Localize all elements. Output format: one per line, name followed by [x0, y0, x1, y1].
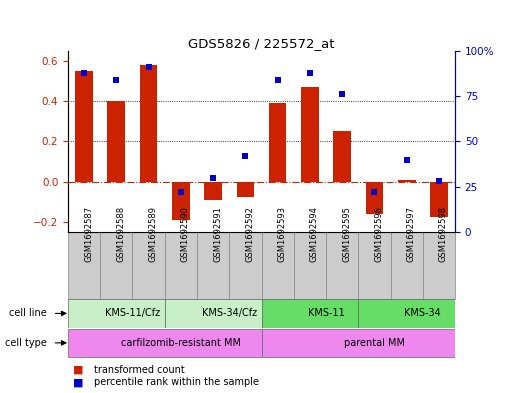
Text: KMS-11/Cfz: KMS-11/Cfz	[105, 309, 160, 318]
Point	[112, 77, 120, 83]
Text: KMS-34/Cfz: KMS-34/Cfz	[202, 309, 257, 318]
Bar	[423, 232, 455, 299]
Bar	[333, 131, 351, 182]
Bar	[140, 65, 157, 182]
Bar	[165, 232, 197, 299]
Bar	[398, 180, 415, 182]
Bar	[262, 232, 294, 299]
Text: GSM1692590: GSM1692590	[181, 206, 190, 262]
Bar	[262, 329, 455, 357]
Text: GSM1692597: GSM1692597	[407, 206, 416, 262]
Text: GSM1692593: GSM1692593	[278, 206, 287, 262]
Text: GSM1692589: GSM1692589	[149, 206, 157, 262]
Bar	[68, 299, 165, 328]
Bar	[269, 103, 287, 182]
Bar	[236, 182, 254, 197]
Text: percentile rank within the sample: percentile rank within the sample	[94, 377, 259, 387]
Point	[80, 70, 88, 76]
Point	[403, 156, 411, 163]
Bar	[100, 232, 132, 299]
Text: GSM1692596: GSM1692596	[374, 206, 383, 262]
Bar	[301, 87, 319, 182]
Text: ■: ■	[73, 365, 84, 375]
Bar	[75, 71, 93, 182]
Point	[338, 91, 346, 97]
Text: cell line: cell line	[9, 309, 47, 318]
Bar	[262, 299, 358, 328]
Bar	[430, 182, 448, 217]
Bar	[68, 329, 262, 357]
Bar	[358, 232, 391, 299]
Point	[435, 178, 443, 184]
Bar	[172, 182, 190, 220]
Bar	[391, 232, 423, 299]
Text: carfilzomib-resistant MM: carfilzomib-resistant MM	[121, 338, 241, 348]
Point	[144, 64, 153, 70]
Bar	[68, 232, 100, 299]
Text: GSM1692595: GSM1692595	[342, 206, 351, 262]
Text: cell type: cell type	[5, 338, 47, 348]
Text: parental MM: parental MM	[344, 338, 405, 348]
Bar	[132, 232, 165, 299]
Bar	[204, 182, 222, 200]
Point	[209, 174, 218, 181]
Text: GSM1692592: GSM1692592	[245, 206, 254, 262]
Text: GSM1692588: GSM1692588	[116, 206, 126, 262]
Point	[241, 153, 249, 159]
Text: GSM1692594: GSM1692594	[310, 206, 319, 262]
Text: transformed count: transformed count	[94, 365, 185, 375]
Text: ■: ■	[73, 377, 84, 387]
Text: GSM1692591: GSM1692591	[213, 206, 222, 262]
Bar	[366, 182, 383, 214]
Point	[305, 70, 314, 76]
Text: GSM1692587: GSM1692587	[84, 206, 93, 262]
Bar	[294, 232, 326, 299]
Bar	[326, 232, 358, 299]
Bar	[229, 232, 262, 299]
Bar	[108, 101, 125, 182]
Point	[177, 189, 185, 195]
Text: KMS-34: KMS-34	[404, 309, 441, 318]
Text: GSM1692598: GSM1692598	[439, 206, 448, 262]
Title: GDS5826 / 225572_at: GDS5826 / 225572_at	[188, 37, 335, 50]
Point	[370, 189, 379, 195]
Point	[274, 77, 282, 83]
Bar	[197, 232, 229, 299]
Bar	[358, 299, 455, 328]
Text: KMS-11: KMS-11	[308, 309, 344, 318]
Bar	[165, 299, 262, 328]
